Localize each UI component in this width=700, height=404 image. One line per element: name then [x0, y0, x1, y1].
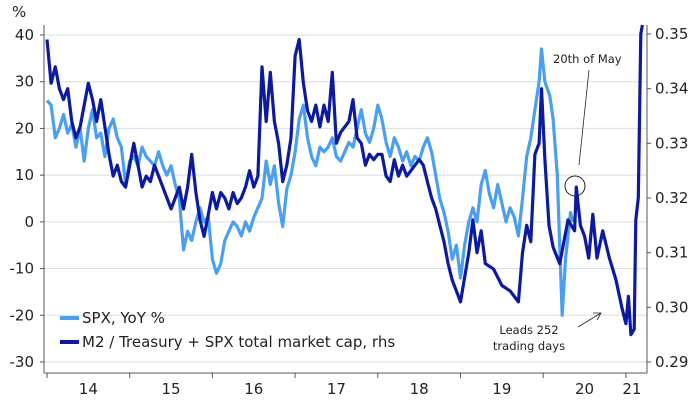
left-tick-labels: 40 30 20 10 0 -10 -20 -30	[10, 26, 44, 371]
x-tick-label: 14	[79, 380, 98, 398]
left-tick-label: 10	[15, 166, 34, 184]
legend-label-spx: SPX, YoY %	[82, 309, 165, 327]
x-tick-label: 19	[492, 380, 511, 398]
right-tick-label: 0.30	[655, 298, 688, 316]
right-tick-label: 0.33	[655, 134, 688, 152]
right-tick-label: 0.29	[655, 353, 688, 371]
annotation-leads: Leads 252 trading days	[493, 312, 602, 353]
y-axis-unit-label: %	[12, 3, 26, 21]
left-tick-label: -20	[10, 306, 35, 324]
right-tick-label: 0.34	[655, 80, 688, 98]
left-tick-label: 20	[15, 119, 34, 137]
legend-label-m2: M2 / Treasury + SPX total market cap, rh…	[82, 333, 395, 351]
annotation-leads-arrowhead	[593, 312, 602, 321]
x-tick-label: 21	[622, 380, 641, 398]
annotation-leads-line1: Leads 252	[499, 323, 558, 337]
left-tick-label: -10	[10, 260, 35, 278]
right-tick-label: 0.32	[655, 189, 688, 207]
annotation-may-circle	[564, 175, 586, 197]
left-tick-label: 0	[24, 213, 34, 231]
annotation-may: 20th of May	[553, 52, 622, 197]
annotation-leads-line2: trading days	[493, 339, 565, 353]
series-lines	[45, 24, 644, 337]
right-tick-label: 0.35	[655, 25, 688, 43]
left-tick-label: 30	[15, 73, 34, 91]
x-tick-label: 17	[327, 380, 346, 398]
annotation-leads-arrow	[577, 312, 602, 328]
series-line-m2-ratio	[45, 24, 644, 337]
x-tick-label: 20	[575, 380, 594, 398]
left-tick-label: 40	[15, 26, 34, 44]
x-tick-label: 16	[244, 380, 263, 398]
legend: SPX, YoY % M2 / Treasury + SPX total mar…	[60, 309, 395, 351]
right-tick-labels: 0.35 0.34 0.33 0.32 0.31 0.30 0.29	[647, 25, 688, 371]
x-tick-label: 15	[162, 380, 181, 398]
x-tick-labels: 14 15 16 17 18 19 20 21	[46, 373, 641, 398]
annotation-may-pointer	[578, 69, 590, 166]
left-tick-label: -30	[10, 353, 35, 371]
right-tick-label: 0.31	[655, 244, 688, 262]
annotation-may-label: 20th of May	[553, 52, 622, 66]
x-tick-label: 18	[410, 380, 429, 398]
